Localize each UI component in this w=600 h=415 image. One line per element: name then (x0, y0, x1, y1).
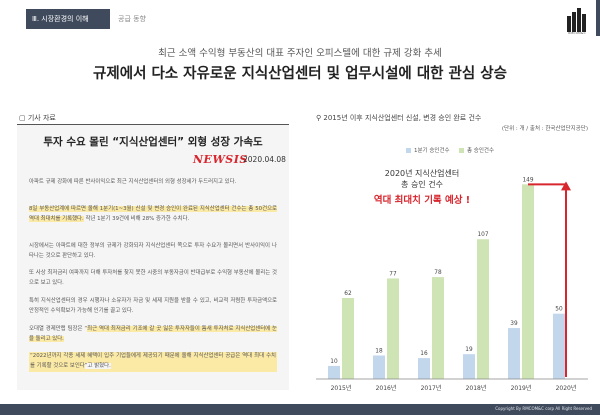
value-label-q1-1: 18 (375, 348, 383, 354)
bar-q1-2 (418, 358, 430, 379)
annotation-emphasis: 역대 최대치 기록 예상 ! (373, 195, 471, 206)
article-paragraph-7: “2022년까지 각종 세제 혜택이 입주 기업들에게 제공되기 때문에 올해 … (29, 352, 277, 372)
value-label-total-4: 149 (522, 177, 533, 183)
article-paragraph-6: 오대열 경제만랩 팀장은 “최근 역대 최저금리 기조에 갈 곳 잃은 투자자들… (29, 325, 277, 345)
legend-label-total: 총 승인건수 (467, 148, 495, 154)
approval-bar-chart: 10 62 18 77 16 78 19 107 39 149 50 2015년 2016년 2017년… (316, 177, 588, 392)
legend-swatch-q1 (406, 148, 411, 153)
value-label-total-3: 107 (477, 232, 488, 238)
document-icon: ▢ (19, 114, 26, 122)
value-label-total-0: 62 (344, 291, 352, 297)
page-subtitle: 최근 소액 수익형 부동산의 대표 주자인 오피스텔에 대한 규제 강화 추세 (158, 48, 442, 59)
x-tick-label-4: 2019년 (511, 384, 532, 392)
legend-label-q1: 1분기 승인건수 (414, 148, 450, 154)
page-title: 규제에서 다소 자유로운 지식산업센터 및 업무시설에 대한 관심 상승 (93, 66, 507, 82)
article-highlight-3: “2022년까지 각종 세제 혜택이 입주 기업들에게 제공되기 때문에 올해 … (30, 353, 276, 369)
annotation-line-1: 2020년 지식산업센터 (384, 169, 460, 178)
article-text-7b: ”고 밝혔다. (84, 362, 111, 369)
article-label: 기사 자료 (27, 114, 56, 122)
bar-q1-1 (373, 355, 385, 379)
article-paragraph-1: 아파트 규제 강화에 따른 반사이익으로 최근 지식산업센터의 외형 성장세가 … (29, 179, 237, 185)
value-label-total-2: 78 (434, 270, 442, 276)
legend-swatch-total (459, 148, 464, 153)
search-icon: ⚲ (316, 114, 322, 122)
bar-q1-4 (508, 328, 520, 379)
article-headline: 투자 수요 몰린 “지식산업센터” 외형 성장 가속도 (43, 136, 263, 148)
annotation-line-2: 총 승인 건수 (401, 180, 443, 189)
bar-q1-5 (553, 313, 565, 379)
value-label-q1-5: 50 (555, 307, 563, 313)
article-paragraph-5: 특히 지식산업센터의 경우 시행자나 소유자가 자금 및 세제 지원을 받을 수… (29, 298, 277, 314)
legend-q1: 1분기 승인건수 (406, 146, 450, 154)
legend-total: 총 승인건수 (459, 146, 494, 154)
value-label-q1-4: 39 (510, 321, 518, 327)
article-text-2b: 작년 1분기 39건에 비해 28% 증가한 수치다. (83, 215, 190, 222)
article-date: 2020.04.08 (243, 155, 286, 164)
arrow-up-icon (561, 181, 571, 191)
news-source-logo: NEWSIS (193, 153, 248, 166)
article-section-label: ▢ 기사 자료 (19, 113, 56, 123)
bar-total-4 (522, 184, 534, 379)
footer-bar: Copyright By RMCOM&C corp All Right Rese… (0, 404, 600, 415)
x-tick-label-3: 2018년 (466, 384, 487, 392)
section-breadcrumb: Ⅲ. 시장환경의 이해 (26, 9, 110, 29)
chart-annotation: 2020년 지식산업센터 총 승인 건수 (363, 168, 481, 190)
x-tick-label-1: 2016년 (376, 384, 397, 392)
value-label-total-1: 77 (389, 271, 397, 277)
subsection-breadcrumb: 공급 동향 (118, 15, 146, 23)
logo-label: RMCOM&C (568, 31, 586, 35)
bar-total-3 (477, 239, 489, 379)
footer-copyright: Copyright By RMCOM&C corp All Right Rese… (495, 406, 592, 411)
chart-section-label: ⚲ 2015년 이후 지식산업센터 신설, 변경 승인 완료 건수 (316, 113, 481, 123)
value-label-q1-3: 19 (465, 347, 473, 353)
bar-total-0 (342, 298, 354, 379)
bar-q1-0 (328, 365, 340, 379)
x-tick-label-5: 2020년 (556, 384, 577, 392)
article-paragraph-2: 8일 부동산업계에 따르면 올해 1분기(1~3월) 신설 및 변경 승인이 완… (29, 205, 277, 225)
chart-unit-source: (단위 : 개 / 출처 : 한국산업단지공단) (501, 126, 588, 132)
x-tick-label-0: 2015년 (331, 384, 352, 392)
top-bar: Ⅲ. 시장환경의 이해 공급 동향 RMCOM&C (0, 0, 600, 36)
bar-q1-3 (463, 354, 475, 379)
bar-total-2 (432, 277, 444, 379)
value-label-q1-0: 10 (330, 359, 338, 365)
value-label-q1-2: 16 (420, 351, 428, 357)
article-text-6a: 오대열 경제만랩 팀장은 “ (29, 326, 88, 332)
article-paragraph-4: 또 사상 최저금리 여파까지 더해 투자처를 찾지 못한 시중의 부동자금이 반… (29, 270, 277, 286)
chart-label: 2015년 이후 지식산업센터 신설, 변경 승인 완료 건수 (323, 114, 482, 122)
article-panel: 투자 수요 몰린 “지식산업센터” 외형 성장 가속도 NEWSIS 2020.… (17, 124, 289, 390)
corner-accent (596, 0, 600, 36)
bar-total-1 (387, 278, 399, 379)
article-paragraph-3: 시장에서는 아파트에 대한 정부의 규제가 강화되자 지식산업센터 쪽으로 투자… (29, 243, 277, 259)
building-logo-icon (567, 8, 586, 32)
x-tick-label-2: 2017년 (421, 384, 442, 392)
